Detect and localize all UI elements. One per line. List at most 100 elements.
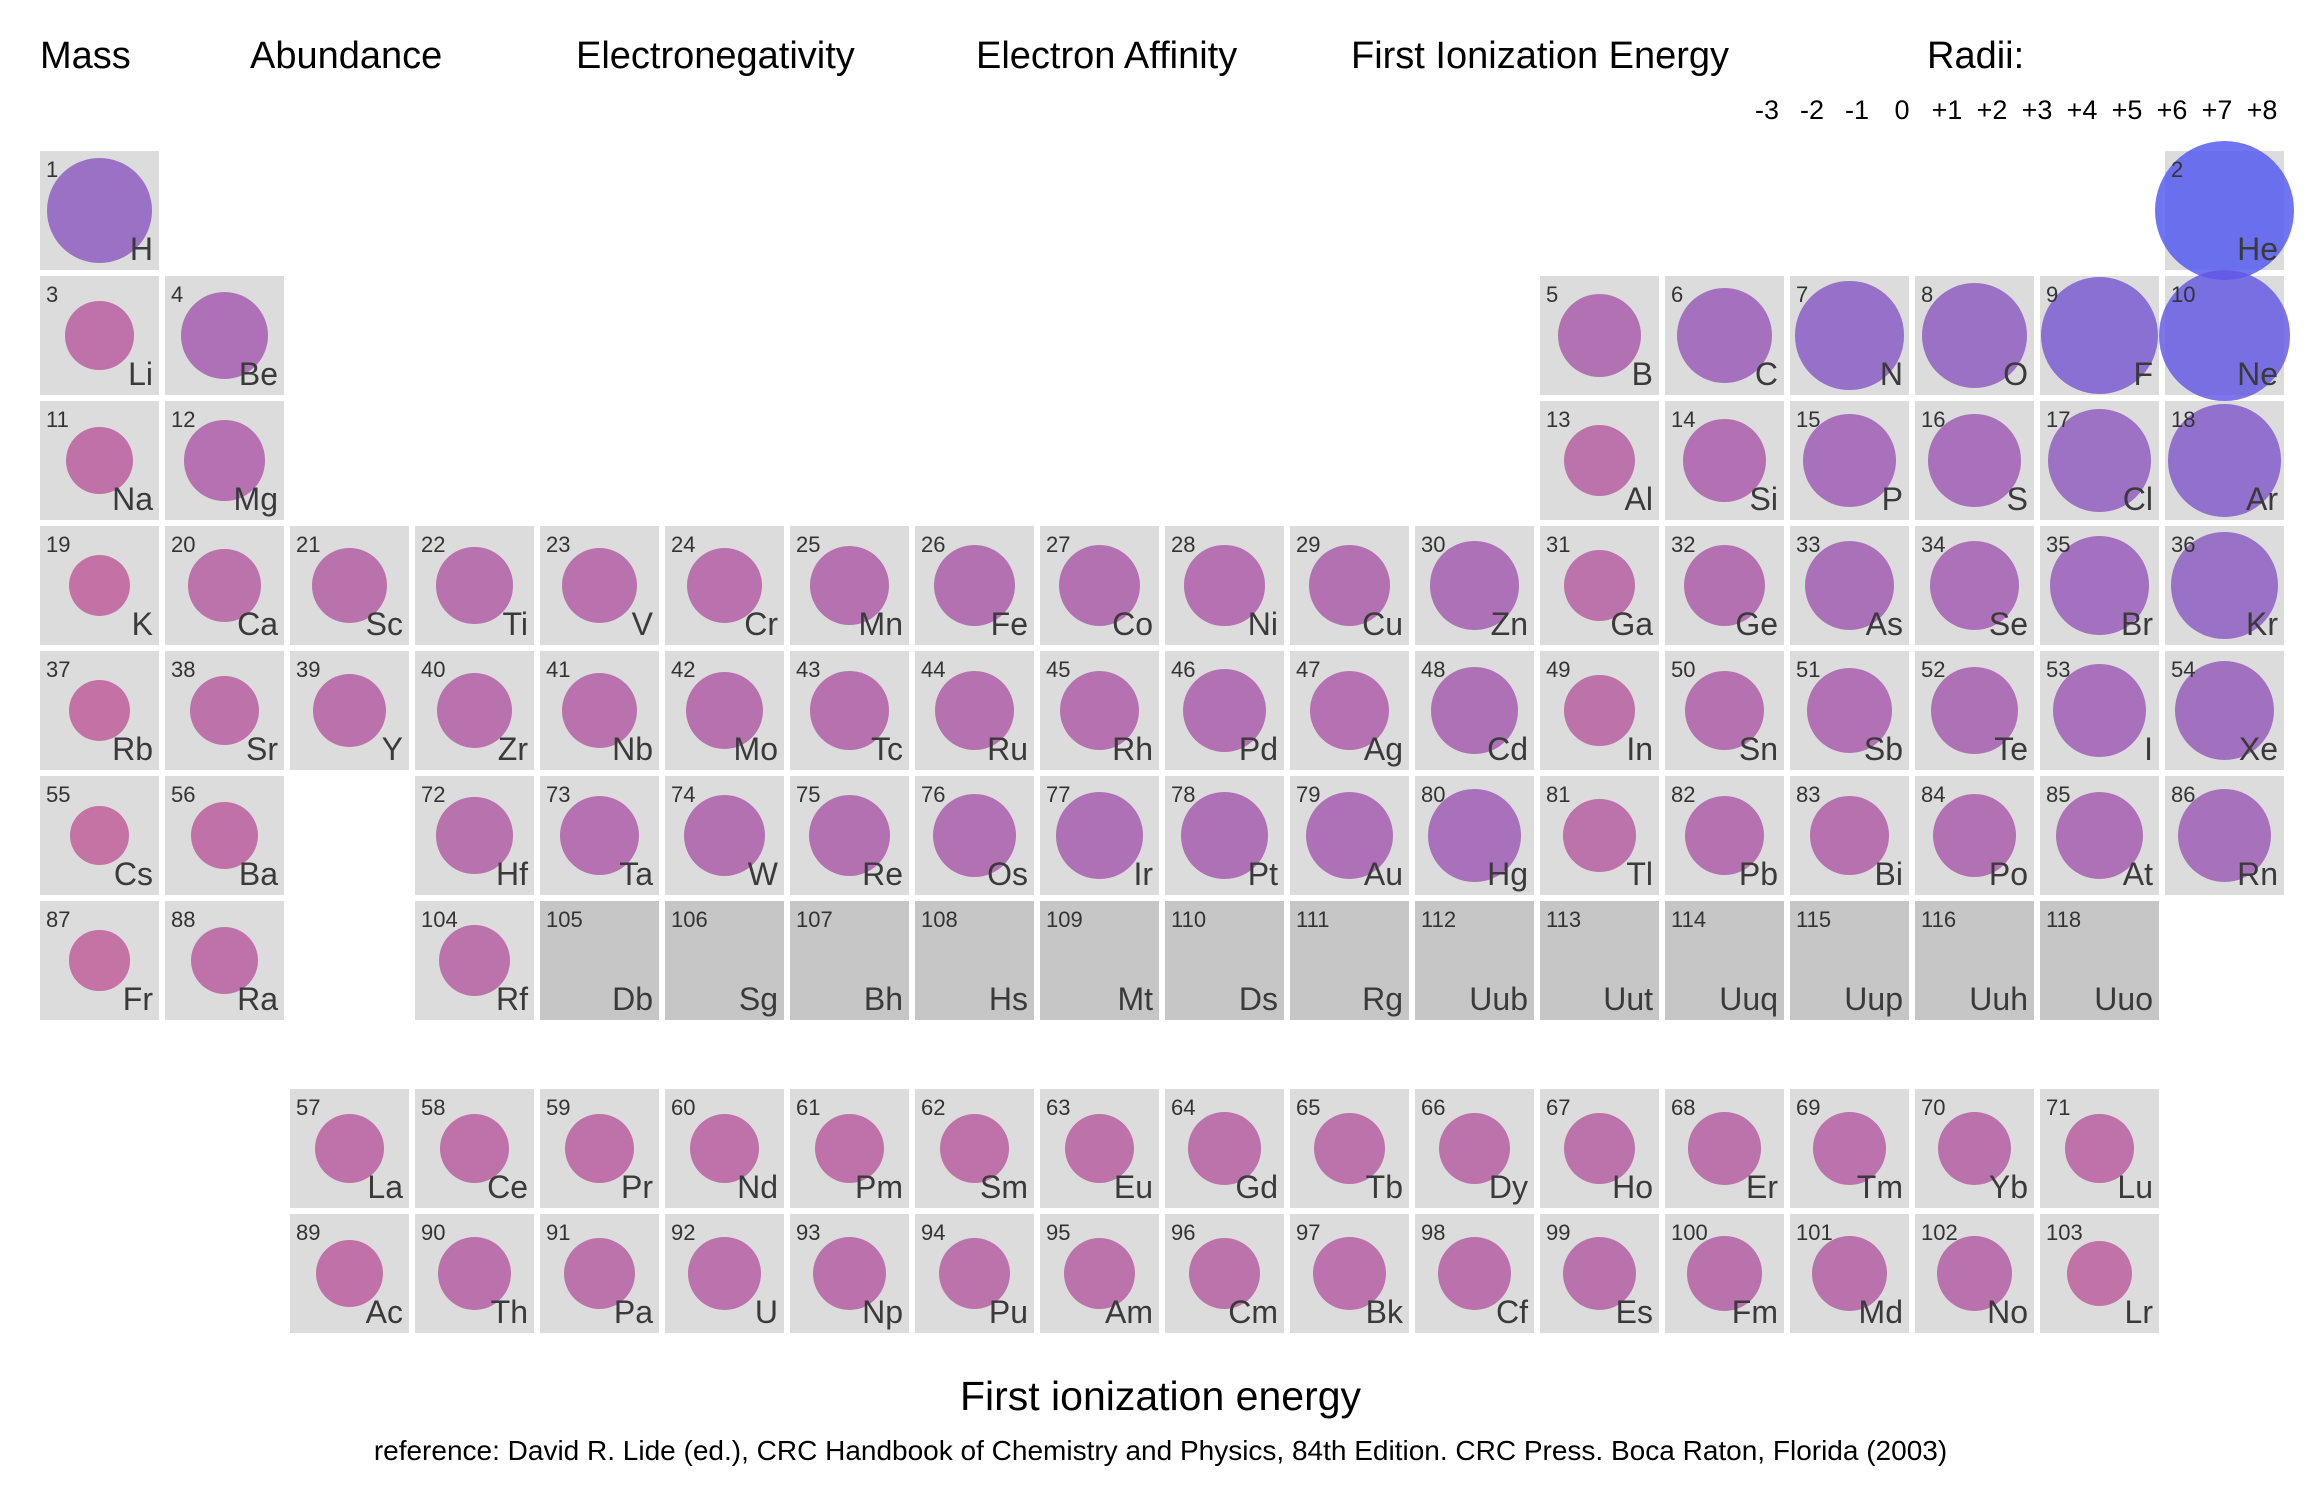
element-cell-he[interactable]: 2 He — [2155, 141, 2294, 280]
element-cell-mg[interactable]: 12 Mg — [165, 401, 284, 520]
element-cell-pt[interactable]: 78 Pt — [1165, 776, 1284, 895]
element-cell-th[interactable]: 90 Th — [415, 1214, 534, 1333]
element-cell-cf[interactable]: 98 Cf — [1415, 1214, 1534, 1333]
element-cell-xe[interactable]: 54 Xe — [2165, 651, 2284, 770]
element-cell-uuq[interactable]: 114 Uuq — [1665, 901, 1784, 1020]
element-cell-fe[interactable]: 26 Fe — [915, 526, 1034, 645]
element-cell-mt[interactable]: 109 Mt — [1040, 901, 1159, 1020]
nav-electronegativity[interactable]: Electronegativity — [576, 35, 855, 77]
element-cell-be[interactable]: 4 Be — [165, 276, 284, 395]
element-cell-cs[interactable]: 55 Cs — [40, 776, 159, 895]
element-cell-er[interactable]: 68 Er — [1665, 1089, 1784, 1208]
element-cell-ir[interactable]: 77 Ir — [1040, 776, 1159, 895]
element-cell-bh[interactable]: 107 Bh — [790, 901, 909, 1020]
element-cell-fm[interactable]: 100 Fm — [1665, 1214, 1784, 1333]
element-cell-es[interactable]: 99 Es — [1540, 1214, 1659, 1333]
element-cell-na[interactable]: 11 Na — [40, 401, 159, 520]
nav-first-ionization-energy[interactable]: First Ionization Energy — [1351, 35, 1730, 77]
element-cell-w[interactable]: 74 W — [665, 776, 784, 895]
element-cell-co[interactable]: 27 Co — [1040, 526, 1159, 645]
radii-option[interactable]: +4 — [2066, 95, 2098, 125]
element-cell-bi[interactable]: 83 Bi — [1790, 776, 1909, 895]
element-cell-nd[interactable]: 60 Nd — [665, 1089, 784, 1208]
radii-option[interactable]: +3 — [2021, 95, 2053, 125]
element-cell-lu[interactable]: 71 Lu — [2040, 1089, 2159, 1208]
element-cell-s[interactable]: 16 S — [1915, 401, 2034, 520]
element-cell-lr[interactable]: 103 Lr — [2040, 1214, 2159, 1333]
element-cell-ds[interactable]: 110 Ds — [1165, 901, 1284, 1020]
element-cell-k[interactable]: 19 K — [40, 526, 159, 645]
element-cell-pa[interactable]: 91 Pa — [540, 1214, 659, 1333]
element-cell-ta[interactable]: 73 Ta — [540, 776, 659, 895]
element-cell-cu[interactable]: 29 Cu — [1290, 526, 1409, 645]
element-cell-rh[interactable]: 45 Rh — [1040, 651, 1159, 770]
element-cell-db[interactable]: 105 Db — [540, 901, 659, 1020]
element-cell-hf[interactable]: 72 Hf — [415, 776, 534, 895]
radii-option[interactable]: -1 — [1844, 95, 1869, 125]
element-cell-si[interactable]: 14 Si — [1665, 401, 1784, 520]
element-cell-ga[interactable]: 31 Ga — [1540, 526, 1659, 645]
element-cell-p[interactable]: 15 P — [1790, 401, 1909, 520]
element-cell-uuo[interactable]: 118 Uuo — [2040, 901, 2159, 1020]
element-cell-sr[interactable]: 38 Sr — [165, 651, 284, 770]
element-cell-gd[interactable]: 64 Gd — [1165, 1089, 1284, 1208]
radii-option[interactable]: +6 — [2156, 95, 2188, 125]
element-cell-ne[interactable]: 10 Ne — [2159, 270, 2290, 401]
element-cell-br[interactable]: 35 Br — [2040, 526, 2159, 645]
element-cell-tl[interactable]: 81 Tl — [1540, 776, 1659, 895]
element-cell-md[interactable]: 101 Md — [1790, 1214, 1909, 1333]
radii-option[interactable]: +7 — [2201, 95, 2233, 125]
element-cell-i[interactable]: 53 I — [2040, 651, 2159, 770]
element-cell-mo[interactable]: 42 Mo — [665, 651, 784, 770]
element-cell-pd[interactable]: 46 Pd — [1165, 651, 1284, 770]
element-cell-uut[interactable]: 113 Uut — [1540, 901, 1659, 1020]
element-cell-re[interactable]: 75 Re — [790, 776, 909, 895]
element-cell-at[interactable]: 85 At — [2040, 776, 2159, 895]
element-cell-y[interactable]: 39 Y — [290, 651, 409, 770]
element-cell-uub[interactable]: 112 Uub — [1415, 901, 1534, 1020]
element-cell-tm[interactable]: 69 Tm — [1790, 1089, 1909, 1208]
element-cell-sn[interactable]: 50 Sn — [1665, 651, 1784, 770]
radii-option[interactable]: +2 — [1976, 95, 2008, 125]
element-cell-mn[interactable]: 25 Mn — [790, 526, 909, 645]
element-cell-li[interactable]: 3 Li — [40, 276, 159, 395]
nav-abundance[interactable]: Abundance — [250, 35, 443, 77]
element-cell-sg[interactable]: 106 Sg — [665, 901, 784, 1020]
radii-option[interactable]: -3 — [1754, 95, 1779, 125]
element-cell-v[interactable]: 23 V — [540, 526, 659, 645]
element-cell-hg[interactable]: 80 Hg — [1415, 776, 1534, 895]
element-cell-hs[interactable]: 108 Hs — [915, 901, 1034, 1020]
element-cell-ra[interactable]: 88 Ra — [165, 901, 284, 1020]
element-cell-in[interactable]: 49 In — [1540, 651, 1659, 770]
element-cell-ho[interactable]: 67 Ho — [1540, 1089, 1659, 1208]
element-cell-po[interactable]: 84 Po — [1915, 776, 2034, 895]
element-cell-ti[interactable]: 22 Ti — [415, 526, 534, 645]
element-cell-sb[interactable]: 51 Sb — [1790, 651, 1909, 770]
element-cell-os[interactable]: 76 Os — [915, 776, 1034, 895]
element-cell-pu[interactable]: 94 Pu — [915, 1214, 1034, 1333]
nav-electron-affinity[interactable]: Electron Affinity — [976, 35, 1238, 77]
element-cell-uup[interactable]: 115 Uup — [1790, 901, 1909, 1020]
radii-option[interactable]: +8 — [2246, 95, 2278, 125]
element-cell-uuh[interactable]: 116 Uuh — [1915, 901, 2034, 1020]
element-cell-ag[interactable]: 47 Ag — [1290, 651, 1409, 770]
element-cell-pr[interactable]: 59 Pr — [540, 1089, 659, 1208]
element-cell-no[interactable]: 102 No — [1915, 1214, 2034, 1333]
element-cell-ca[interactable]: 20 Ca — [165, 526, 284, 645]
radii-option[interactable]: -2 — [1799, 95, 1824, 125]
element-cell-tc[interactable]: 43 Tc — [790, 651, 909, 770]
element-cell-la[interactable]: 57 La — [290, 1089, 409, 1208]
element-cell-te[interactable]: 52 Te — [1915, 651, 2034, 770]
element-cell-ac[interactable]: 89 Ac — [290, 1214, 409, 1333]
radii-option[interactable]: +5 — [2111, 95, 2143, 125]
element-cell-ce[interactable]: 58 Ce — [415, 1089, 534, 1208]
element-cell-eu[interactable]: 63 Eu — [1040, 1089, 1159, 1208]
element-cell-yb[interactable]: 70 Yb — [1915, 1089, 2034, 1208]
element-cell-sm[interactable]: 62 Sm — [915, 1089, 1034, 1208]
element-cell-kr[interactable]: 36 Kr — [2165, 526, 2284, 645]
radii-option[interactable]: +1 — [1931, 95, 1963, 125]
element-cell-ru[interactable]: 44 Ru — [915, 651, 1034, 770]
